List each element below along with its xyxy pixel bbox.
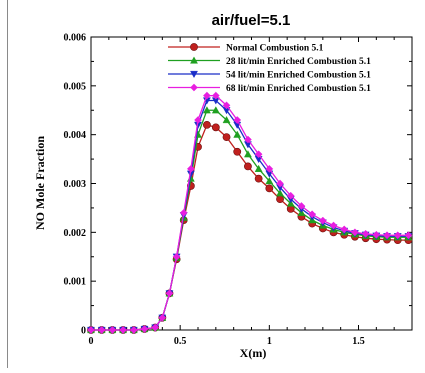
legend: Normal Combustion 5.1 28 lit/min Enriched… [168, 43, 371, 94]
data-point [286, 199, 295, 207]
data-point [361, 229, 370, 238]
y-tick-label: 0.002 [64, 228, 87, 239]
data-point [151, 323, 160, 332]
data-point [203, 121, 211, 129]
legend-label: 68 lit/min Enriched Combustion 5.1 [226, 84, 371, 94]
data-point [222, 116, 231, 124]
data-point [97, 326, 106, 334]
y-tick-label: 0.005 [64, 81, 87, 92]
data-point [372, 230, 381, 239]
x-tick-label: 1 [267, 336, 272, 347]
data-point [186, 164, 195, 173]
data-point [393, 231, 402, 240]
data-point [276, 179, 284, 188]
data-point [265, 164, 274, 173]
legend-marker [190, 70, 198, 79]
y-tick-label: 0.003 [64, 179, 87, 190]
data-point [203, 91, 211, 100]
data-point [194, 116, 202, 124]
data-point [276, 195, 284, 204]
data-point [276, 189, 284, 197]
data-point [254, 174, 263, 183]
data-point [351, 228, 359, 237]
data-point [297, 202, 306, 210]
legend-marker [190, 83, 198, 92]
data-point [329, 221, 338, 230]
data-point [318, 216, 327, 225]
legend-label: 54 lit/min Enriched Combustion 5.1 [226, 71, 371, 81]
series-line [91, 99, 409, 331]
x-axis-label: X(m) [240, 346, 267, 360]
y-tick-label: 0 [81, 326, 86, 337]
data-point [254, 150, 263, 159]
data-point [233, 147, 242, 156]
y-axis-label: NO Mole Fraction [33, 136, 47, 230]
data-point [129, 326, 138, 334]
plot-area [90, 36, 413, 331]
series-group-1 [87, 121, 413, 334]
series-layer [87, 91, 413, 335]
data-point [265, 177, 274, 185]
x-tick-label: 0.5 [174, 336, 187, 347]
data-point [179, 208, 188, 217]
data-point [211, 106, 220, 114]
data-point [158, 313, 167, 322]
legend-label: Normal Combustion 5.1 [226, 44, 324, 54]
chart-title: air/fuel=5.1 [212, 12, 291, 29]
left-border-line [7, 0, 8, 368]
x-tick-label: 1.5 [352, 336, 365, 347]
data-point [254, 164, 263, 172]
y-tick-label: 0.001 [64, 277, 87, 288]
data-point [244, 135, 252, 144]
data-point [308, 210, 317, 219]
data-point [265, 184, 274, 193]
data-point [202, 106, 211, 114]
data-point [383, 231, 391, 240]
data-point [165, 289, 174, 298]
data-point [222, 101, 231, 110]
data-point [233, 130, 242, 138]
x-tick-label: 0 [89, 336, 94, 347]
y-tick-label: 0.006 [64, 33, 87, 44]
series-group-4 [87, 91, 413, 334]
data-point [222, 133, 231, 142]
data-point [233, 116, 242, 124]
legend-label: 28 lit/min Enriched Combustion 5.1 [226, 57, 371, 67]
data-point [119, 326, 127, 334]
data-point [211, 91, 220, 100]
series-group-3 [87, 97, 413, 335]
data-point [244, 162, 252, 171]
data-point [211, 123, 220, 132]
legend-marker [190, 56, 198, 64]
data-point [340, 225, 349, 234]
data-point [286, 191, 295, 200]
series-line [91, 94, 409, 331]
y-tick-label: 0.004 [64, 130, 87, 141]
axes-box [90, 36, 413, 331]
data-point [404, 231, 413, 240]
data-point [140, 325, 149, 333]
data-point [87, 326, 95, 334]
data-point [108, 326, 117, 334]
data-point [243, 150, 252, 158]
legend-marker [190, 43, 198, 51]
data-point [172, 252, 181, 261]
